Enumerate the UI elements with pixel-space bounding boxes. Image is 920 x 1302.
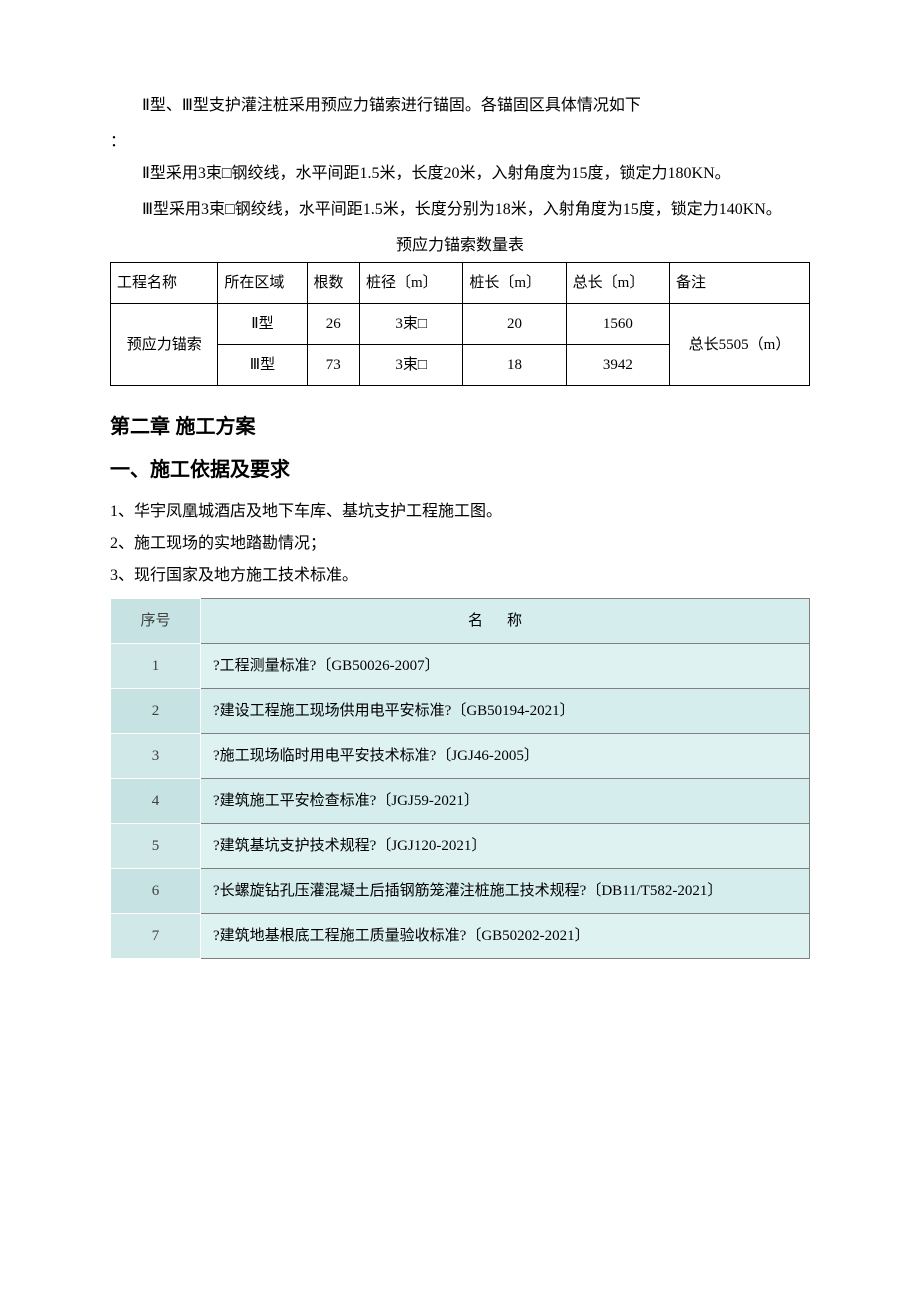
cell-name: ?工程测量标准?〔GB50026-2007〕 [201, 644, 810, 689]
section-basis-title: 一、施工依据及要求 [110, 453, 810, 482]
cell-seq: 6 [111, 869, 201, 914]
basis-item-2: 2、施工现场的实地踏勘情况； [110, 528, 810, 560]
basis-item-1: 1、华宇凤凰城酒店及地下车库、基坑支护工程施工图。 [110, 496, 810, 528]
cell-total: 3942 [566, 345, 669, 386]
paragraph-type2: Ⅱ型采用3束□钢绞线，水平间距1.5米，长度20米，入射角度为15度，锁定力18… [110, 158, 810, 190]
table-header-row: 工程名称 所在区域 根数 桩径〔m〕 桩长〔m〕 总长〔m〕 备注 [111, 263, 810, 304]
cell-name: ?长螺旋钻孔压灌混凝土后插钢筋笼灌注桩施工技术规程?〔DB11/T582-202… [201, 869, 810, 914]
cell-seq: 4 [111, 779, 201, 824]
cell-total: 1560 [566, 304, 669, 345]
table-row: 6 ?长螺旋钻孔压灌混凝土后插钢筋笼灌注桩施工技术规程?〔DB11/T582-2… [111, 869, 810, 914]
cell-area: Ⅱ型 [218, 304, 307, 345]
standards-table: 序号 名称 1 ?工程测量标准?〔GB50026-2007〕 2 ?建设工程施工… [110, 598, 810, 959]
cell-seq: 2 [111, 689, 201, 734]
cell-dia: 3束□ [360, 345, 463, 386]
col-count: 根数 [307, 263, 359, 304]
anchor-table-title: 预应力锚索数量表 [110, 230, 810, 262]
col-name: 名称 [201, 599, 810, 644]
cell-len: 20 [463, 304, 566, 345]
col-seq: 序号 [111, 599, 201, 644]
col-length: 桩长〔m〕 [463, 263, 566, 304]
cell-seq: 7 [111, 914, 201, 959]
table-row: 1 ?工程测量标准?〔GB50026-2007〕 [111, 644, 810, 689]
paragraph-type3: Ⅲ型采用3束□钢绞线，水平间距1.5米，长度分别为18米，入射角度为15度，锁定… [110, 194, 810, 226]
cell-count: 26 [307, 304, 359, 345]
cell-name: ?施工现场临时用电平安技术标准?〔JGJ46-2005〕 [201, 734, 810, 779]
cell-name: ?建筑地基根底工程施工质量验收标准?〔GB50202-2021〕 [201, 914, 810, 959]
paragraph-anchor-intro: Ⅱ型、Ⅲ型支护灌注桩采用预应力锚索进行锚固。各锚固区具体情况如下 [110, 90, 810, 122]
basis-item-3: 3、现行国家及地方施工技术标准。 [110, 560, 810, 592]
cell-count: 73 [307, 345, 359, 386]
col-total: 总长〔m〕 [566, 263, 669, 304]
cell-dia: 3束□ [360, 304, 463, 345]
cell-project-name: 预应力锚索 [111, 304, 218, 386]
col-area: 所在区域 [218, 263, 307, 304]
cell-name: ?建筑基坑支护技术规程?〔JGJ120-2021〕 [201, 824, 810, 869]
cell-seq: 3 [111, 734, 201, 779]
table-row: 4 ?建筑施工平安检查标准?〔JGJ59-2021〕 [111, 779, 810, 824]
table-row: 预应力锚索 Ⅱ型 26 3束□ 20 1560 总长5505（m） [111, 304, 810, 345]
cell-seq: 5 [111, 824, 201, 869]
table-row: 2 ?建设工程施工现场供用电平安标准?〔GB50194-2021〕 [111, 689, 810, 734]
table-row: 3 ?施工现场临时用电平安技术标准?〔JGJ46-2005〕 [111, 734, 810, 779]
cell-seq: 1 [111, 644, 201, 689]
col-diameter: 桩径〔m〕 [360, 263, 463, 304]
paragraph-colon: ： [110, 126, 810, 158]
cell-len: 18 [463, 345, 566, 386]
cell-area: Ⅲ型 [218, 345, 307, 386]
cell-note: 总长5505（m） [669, 304, 809, 386]
cell-name: ?建设工程施工现场供用电平安标准?〔GB50194-2021〕 [201, 689, 810, 734]
col-project: 工程名称 [111, 263, 218, 304]
table-row: 5 ?建筑基坑支护技术规程?〔JGJ120-2021〕 [111, 824, 810, 869]
cell-name: ?建筑施工平安检查标准?〔JGJ59-2021〕 [201, 779, 810, 824]
table-header-row: 序号 名称 [111, 599, 810, 644]
col-note: 备注 [669, 263, 809, 304]
chapter-title: 第二章 施工方案 [110, 410, 810, 439]
anchor-quantity-table: 工程名称 所在区域 根数 桩径〔m〕 桩长〔m〕 总长〔m〕 备注 预应力锚索 … [110, 262, 810, 386]
table-row: 7 ?建筑地基根底工程施工质量验收标准?〔GB50202-2021〕 [111, 914, 810, 959]
